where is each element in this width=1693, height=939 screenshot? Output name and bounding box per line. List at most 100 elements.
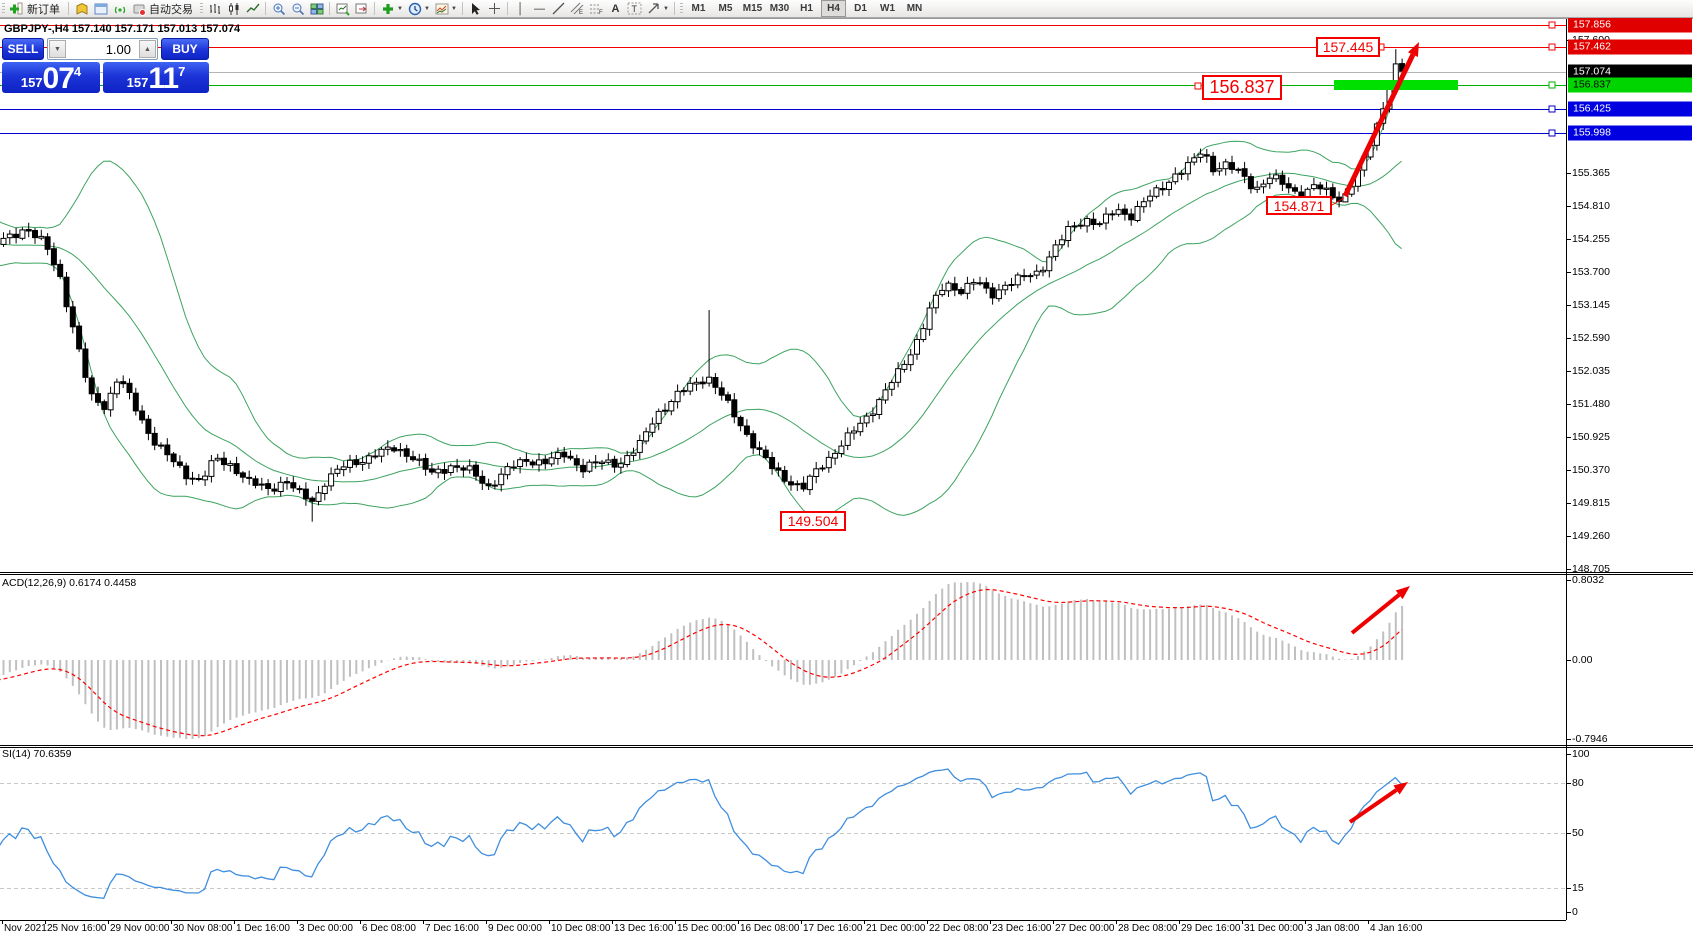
label-icon[interactable]: T (625, 1, 644, 17)
price-axis-tick: 153.145 (1572, 299, 1610, 311)
timeframe-m30[interactable]: M30 (769, 3, 790, 14)
vertical-line-icon[interactable]: │ (517, 2, 524, 15)
charts-icon[interactable] (91, 1, 110, 17)
add-indicator-dropdown[interactable]: ▼ (397, 5, 403, 12)
rsi-axis-tick: 100 (1572, 748, 1590, 760)
price-axis-tick: 150.925 (1572, 431, 1610, 443)
autotrade-label[interactable]: 自动交易 (149, 3, 193, 16)
candlestick-icon[interactable] (224, 1, 243, 17)
channel-icon[interactable]: E (568, 1, 587, 17)
profiles-icon[interactable] (352, 1, 371, 17)
price-level-box[interactable]: 157.856 (1568, 17, 1692, 33)
timeframe-bar: M1 M5 M15 M30 H1 H4 D1 W1 MN (685, 0, 928, 17)
buy-price-prefix: 157 (126, 75, 149, 90)
price-annotation[interactable]: 149.504 (780, 511, 846, 531)
template-icon[interactable] (432, 1, 451, 17)
price-level-box[interactable]: 155.998 (1568, 125, 1692, 141)
tile-windows-icon[interactable] (307, 1, 326, 17)
buy-price[interactable]: 157 11 7 (103, 62, 209, 95)
price-axis-tick: 149.260 (1572, 530, 1610, 542)
timeframe-w1[interactable]: W1 (880, 3, 895, 14)
sell-price-sup: 4 (73, 64, 82, 79)
price-annotation[interactable]: 154.871 (1266, 196, 1332, 215)
template-dropdown[interactable]: ▼ (451, 5, 457, 12)
price-axis-tick: 152.590 (1572, 332, 1610, 344)
zoom-in-icon[interactable] (269, 1, 288, 17)
sell-button[interactable]: SELL (2, 38, 44, 60)
toolbar-separator (329, 2, 330, 15)
line-chart-icon[interactable] (243, 1, 262, 17)
new-order-icon[interactable] (7, 1, 26, 17)
sell-price[interactable]: 157 07 4 (2, 62, 100, 95)
toolbar-separator (674, 2, 675, 15)
macd-axis-tick: 0.8032 (1572, 574, 1605, 586)
toolbar: 新订单 自动交易 (0, 0, 1693, 18)
date-axis-label: 21 Dec 00:00 (866, 923, 926, 934)
price-level-box[interactable]: 157.074 (1568, 64, 1692, 80)
new-chart-icon[interactable] (333, 1, 352, 17)
date-axis-label: 9 Dec 00:00 (488, 923, 542, 934)
date-axis-label: 13 Dec 16:00 (614, 923, 674, 934)
buy-price-big: 11 (148, 62, 179, 95)
price-level-box[interactable]: 157.462 (1568, 39, 1692, 55)
timeframe-d1[interactable]: D1 (854, 3, 867, 14)
price-level-box[interactable]: 156.425 (1568, 101, 1692, 117)
signals-icon[interactable] (110, 1, 129, 17)
autotrade-icon[interactable] (129, 1, 148, 17)
date-axis-label: 6 Dec 08:00 (362, 923, 416, 934)
shapes-icon[interactable] (644, 1, 663, 17)
crosshair-icon[interactable] (485, 1, 504, 17)
price-axis-tick: 150.370 (1572, 464, 1610, 476)
timeframe-h4[interactable]: H4 (821, 0, 846, 17)
shapes-dropdown[interactable]: ▼ (663, 5, 669, 12)
rsi-axis-tick: 50 (1572, 827, 1584, 839)
toolbar-separator (507, 2, 508, 15)
price-annotation[interactable]: 156.837 (1202, 75, 1282, 100)
timeframe-m15[interactable]: M15 (742, 3, 763, 14)
price-level-box[interactable]: 156.837 (1568, 77, 1692, 93)
horizontal-line-icon[interactable]: — (534, 2, 545, 15)
date-axis-label: 29 Dec 16:00 (1181, 923, 1241, 934)
sell-price-big: 07 (42, 62, 75, 95)
date-axis-label: Nov 2021 (4, 923, 47, 934)
macd-axis-tick: -0.7946 (1572, 733, 1608, 745)
date-axis-label: 22 Dec 08:00 (929, 923, 989, 934)
fibonacci-icon[interactable]: F (587, 1, 606, 17)
volume-decrease-button[interactable]: ▼ (49, 40, 66, 58)
volume-increase-button[interactable]: ▲ (139, 40, 156, 58)
volume-value[interactable]: 1.00 (105, 41, 131, 57)
rsi-axis-tick: 15 (1572, 882, 1584, 894)
trendline-icon[interactable] (549, 1, 568, 17)
toolbar-separator (462, 2, 463, 15)
date-axis-label: 16 Dec 08:00 (740, 923, 800, 934)
date-axis-label: 30 Nov 08:00 (173, 923, 233, 934)
timeframe-m1[interactable]: M1 (691, 3, 706, 14)
svg-text:F: F (599, 10, 603, 15)
journal-icon[interactable] (72, 1, 91, 17)
buy-button[interactable]: BUY (161, 38, 209, 60)
date-axis-label: 4 Jan 16:00 (1370, 923, 1423, 934)
zoom-out-icon[interactable] (288, 1, 307, 17)
price-axis-tick: 148.705 (1572, 563, 1610, 575)
date-axis-label: 15 Dec 00:00 (677, 923, 737, 934)
date-axis-label: 27 Dec 00:00 (1055, 923, 1115, 934)
text-icon[interactable]: A (611, 2, 620, 15)
timeframe-h1[interactable]: H1 (800, 3, 813, 14)
cursor-icon[interactable] (466, 1, 485, 17)
timeframe-m5[interactable]: M5 (718, 3, 733, 14)
volume-stepper: ▼ 1.00 ▲ (47, 38, 158, 60)
macd-label: ACD(12,26,9) 0.6174 0.4458 (2, 577, 137, 589)
price-annotation[interactable]: 157.445 (1316, 37, 1380, 57)
new-order-label[interactable]: 新订单 (27, 3, 60, 16)
macd-axis-tick: 0.00 (1572, 654, 1593, 666)
price-axis-tick: 153.700 (1572, 266, 1610, 278)
timeframe-mn[interactable]: MN (906, 3, 923, 14)
add-indicator-icon[interactable] (378, 1, 397, 17)
period-dropdown[interactable]: ▼ (424, 5, 430, 12)
period-icon[interactable] (405, 1, 424, 17)
toolbar-separator (68, 2, 69, 15)
bar-chart-icon[interactable] (205, 1, 224, 17)
buy-price-sup: 7 (178, 64, 186, 79)
price-axis-tick: 154.255 (1572, 233, 1610, 245)
